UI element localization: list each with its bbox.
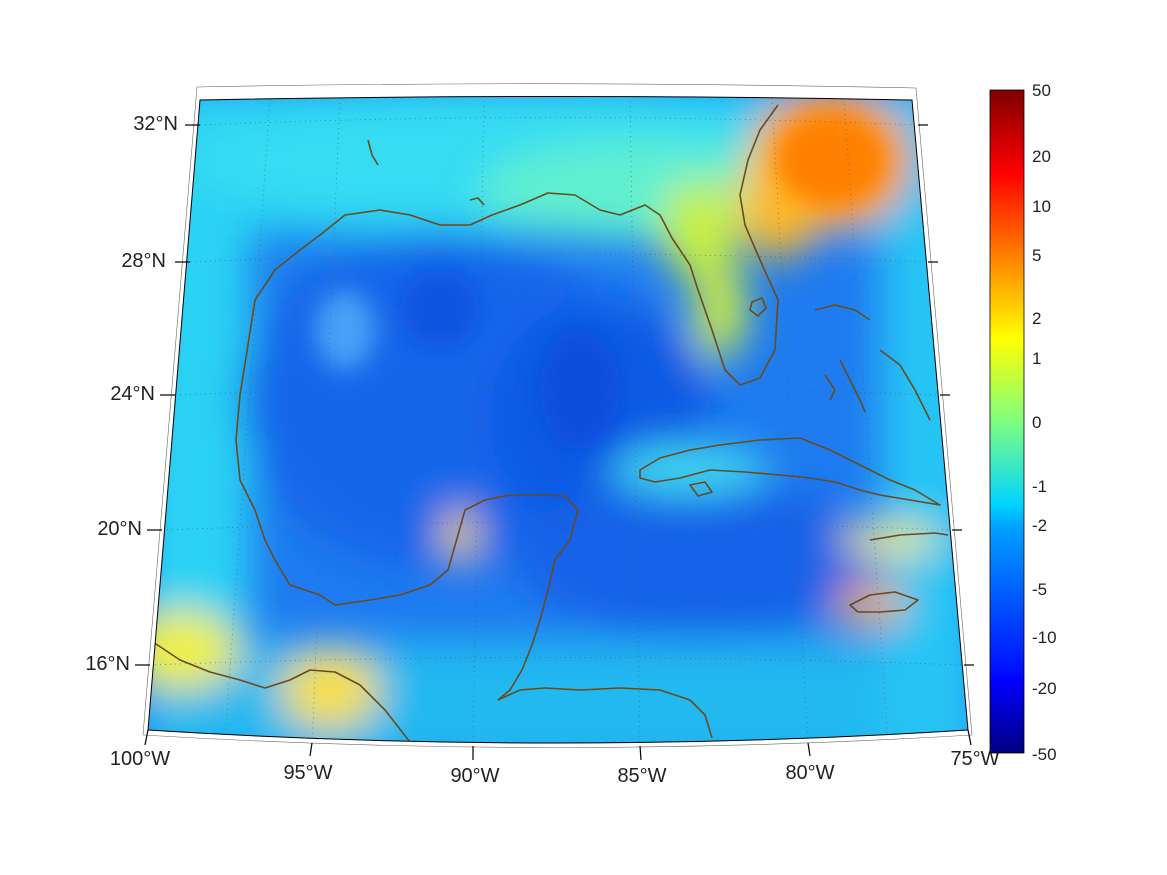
colorbar-tick-label: -20 (1032, 679, 1057, 698)
colorbar-tick-label: 5 (1032, 246, 1041, 265)
lon-label-80w: 80°W (785, 762, 834, 784)
colorbar-tick-label: 2 (1032, 309, 1041, 328)
colorbar-tick-label: -10 (1032, 628, 1057, 647)
lon-label-90w: 90°W (450, 765, 499, 787)
lon-label-75w: 75°W (950, 748, 999, 770)
coastlines (149, 104, 949, 743)
colorbar-tick-label: 1 (1032, 349, 1041, 368)
lat-label-20n: 20°N (97, 518, 142, 540)
colorbar-tick-label: 10 (1032, 197, 1051, 216)
lat-label-16n: 16°N (85, 653, 130, 675)
colorbar-gradient (989, 89, 1025, 754)
map-ticks (135, 124, 974, 761)
colorbar-tick-label: -2 (1032, 516, 1047, 535)
colorbar-tick-label: -1 (1032, 477, 1047, 496)
colorbar-tick-label: -5 (1032, 580, 1047, 599)
lat-label-32n: 32°N (133, 113, 178, 135)
colorbar-tick-label: -50 (1032, 745, 1057, 764)
colorbar-tick-label: 0 (1032, 413, 1041, 432)
lat-label-24n: 24°N (110, 383, 155, 405)
colorbar-tick-label: 50 (1032, 81, 1051, 100)
lon-label-95w: 95°W (283, 762, 332, 784)
colorbar-tick-label: 20 (1032, 147, 1051, 166)
lon-label-100w: 100°W (110, 748, 170, 770)
lon-label-85w: 85°W (617, 765, 666, 787)
map-field (148, 96, 968, 743)
lat-label-28n: 28°N (121, 250, 166, 272)
map-frame (147, 96, 969, 744)
graticule (149, 96, 963, 743)
